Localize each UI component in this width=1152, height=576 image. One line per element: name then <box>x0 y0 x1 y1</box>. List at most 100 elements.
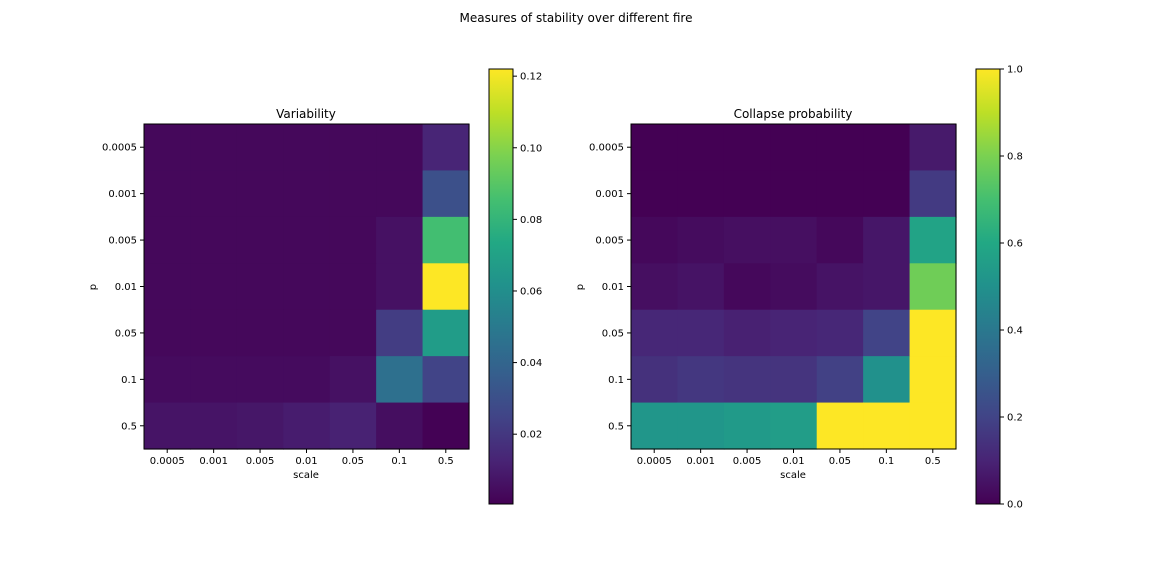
collapse-probability-heatmap-cells <box>631 124 957 450</box>
collapse-probability-cell-r5-c6 <box>909 356 957 404</box>
collapse-probability-cell-r0-c6 <box>909 124 957 172</box>
variability-x-tick-label: 0.5 <box>438 456 454 467</box>
collapse-probability-colorbar: 0.0 0.2 0.4 0.6 0.8 1.0 <box>975 65 1023 511</box>
variability-x-tick-label: 0.01 <box>295 456 317 467</box>
collapse-probability-cell-r2-c6 <box>909 216 957 264</box>
variability-cell-r2-c0 <box>144 216 192 264</box>
collapse-probability-cell-r3-c0 <box>631 263 679 311</box>
collapse-probability-cell-r0-c1 <box>677 124 725 172</box>
variability-colorbar: 0.02 0.04 0.06 0.08 0.10 0.12 <box>488 68 542 505</box>
variability-cell-r0-c6 <box>422 124 470 172</box>
collapse-probability-cell-r1-c1 <box>677 170 725 218</box>
variability-cell-r1-c5 <box>376 170 424 218</box>
collapse-probability-cell-r3-c2 <box>723 263 771 311</box>
collapse-probability-cell-r0-c3 <box>770 124 818 172</box>
variability-cell-r3-c0 <box>144 263 192 311</box>
collapse-probability-cell-r3-c1 <box>677 263 725 311</box>
variability-cell-r5-c2 <box>236 356 284 404</box>
variability-cell-r5-c0 <box>144 356 192 404</box>
variability-cell-r4-c0 <box>144 309 192 357</box>
collapse-probability-cell-r6-c0 <box>631 402 679 450</box>
variability-cell-r6-c3 <box>283 402 331 450</box>
collapse-probability-cell-r4-c2 <box>723 309 771 357</box>
variability-colorbar-tick-label: 0.10 <box>520 143 542 154</box>
collapse-probability-cell-r5-c5 <box>863 356 911 404</box>
collapse-probability-cell-r1-c4 <box>816 170 864 218</box>
variability-x-axis-label: scale <box>293 470 319 481</box>
variability-cell-r2-c6 <box>422 216 470 264</box>
variability-cell-r2-c5 <box>376 216 424 264</box>
collapse-probability-cell-r6-c1 <box>677 402 725 450</box>
variability-cell-r1-c3 <box>283 170 331 218</box>
collapse-probability-y-tick-label: 0.01 <box>602 282 624 293</box>
variability-cell-r1-c1 <box>190 170 238 218</box>
collapse-probability-cell-r2-c1 <box>677 216 725 264</box>
variability-title: Variability <box>276 107 336 121</box>
variability-cell-r4-c3 <box>283 309 331 357</box>
collapse-probability-cell-r1-c0 <box>631 170 679 218</box>
collapse-probability-colorbar-tick-label: 0.0 <box>1007 500 1023 511</box>
variability-cell-r6-c0 <box>144 402 192 450</box>
variability-cell-r6-c2 <box>236 402 284 450</box>
variability-cell-r5-c3 <box>283 356 331 404</box>
collapse-probability-cell-r6-c3 <box>770 402 818 450</box>
variability-y-tick-label: 0.0005 <box>102 143 137 154</box>
variability-cell-r4-c6 <box>422 309 470 357</box>
collapse-probability-cell-r1-c6 <box>909 170 957 218</box>
collapse-probability-cell-r6-c6 <box>909 402 957 450</box>
variability-x-tick-label: 0.001 <box>199 456 228 467</box>
collapse-probability-colorbar-tick-label: 0.6 <box>1007 239 1023 250</box>
collapse-probability-title: Collapse probability <box>734 107 853 121</box>
collapse-probability-cell-r4-c6 <box>909 309 957 357</box>
collapse-probability-y-tick-label: 0.0005 <box>589 143 624 154</box>
collapse-probability-cell-r1-c5 <box>863 170 911 218</box>
variability-cell-r5-c6 <box>422 356 470 404</box>
collapse-probability-cell-r5-c1 <box>677 356 725 404</box>
collapse-probability-x-tick-label: 0.0005 <box>637 456 672 467</box>
variability-cell-r4-c5 <box>376 309 424 357</box>
figure-suptitle: Measures of stability over different fir… <box>460 11 693 25</box>
variability-cell-r3-c6 <box>422 263 470 311</box>
collapse-probability-cell-r6-c4 <box>816 402 864 450</box>
collapse-probability-y-tick-label: 0.05 <box>602 328 624 339</box>
variability-colorbar-tick-label: 0.12 <box>520 72 542 83</box>
collapse-probability-colorbar-tick-label: 0.4 <box>1007 326 1023 337</box>
variability-y-ticks: 0.0005 0.001 0.005 0.01 0.05 0.1 0.5 <box>102 143 144 432</box>
variability-cell-r0-c5 <box>376 124 424 172</box>
variability-cell-r6-c6 <box>422 402 470 450</box>
collapse-probability-y-tick-label: 0.005 <box>595 236 624 247</box>
collapse-probability-cell-r4-c4 <box>816 309 864 357</box>
variability-y-tick-label: 0.05 <box>115 328 137 339</box>
collapse-probability-cell-r2-c3 <box>770 216 818 264</box>
collapse-probability-colorbar-tick-label: 1.0 <box>1007 65 1023 76</box>
variability-x-tick-label: 0.005 <box>246 456 275 467</box>
collapse-probability-cell-r4-c5 <box>863 309 911 357</box>
collapse-probability-cell-r5-c2 <box>723 356 771 404</box>
collapse-probability-cell-r0-c2 <box>723 124 771 172</box>
collapse-probability-y-axis-label: p <box>575 284 586 290</box>
variability-cell-r5-c1 <box>190 356 238 404</box>
collapse-probability-colorbar-tick-label: 0.2 <box>1007 413 1023 424</box>
collapse-probability-cell-r5-c4 <box>816 356 864 404</box>
collapse-probability-cell-r4-c1 <box>677 309 725 357</box>
variability-cell-r0-c0 <box>144 124 192 172</box>
collapse-probability-cell-r6-c2 <box>723 402 771 450</box>
variability-cell-r2-c1 <box>190 216 238 264</box>
variability-x-tick-label: 0.05 <box>342 456 364 467</box>
collapse-probability-cell-r3-c5 <box>863 263 911 311</box>
collapse-probability-cell-r0-c0 <box>631 124 679 172</box>
variability-colorbar-frame <box>488 68 514 505</box>
collapse-probability-cell-r2-c2 <box>723 216 771 264</box>
variability-cell-r6-c4 <box>329 402 377 450</box>
collapse-probability-x-tick-label: 0.005 <box>733 456 762 467</box>
variability-cell-r5-c5 <box>376 356 424 404</box>
variability-cell-r3-c4 <box>329 263 377 311</box>
collapse-probability-cell-r5-c0 <box>631 356 679 404</box>
variability-y-tick-label: 0.005 <box>108 236 137 247</box>
collapse-probability-x-tick-label: 0.01 <box>782 456 804 467</box>
variability-cell-r1-c4 <box>329 170 377 218</box>
variability-y-tick-label: 0.1 <box>121 375 137 386</box>
variability-cell-r0-c3 <box>283 124 331 172</box>
collapse-probability-colorbar-gradient <box>976 69 1000 504</box>
